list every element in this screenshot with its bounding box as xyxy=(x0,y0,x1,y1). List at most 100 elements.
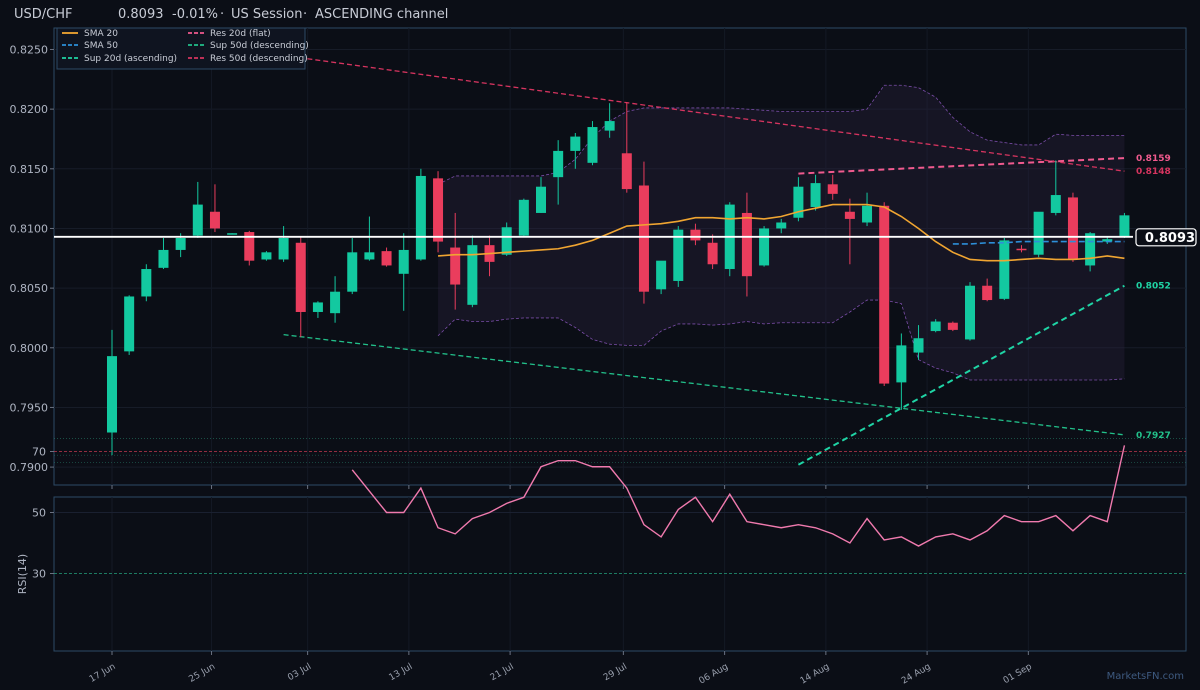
candle xyxy=(844,198,855,265)
x-tick-label: 29 Jul xyxy=(602,662,629,683)
candle-body xyxy=(862,205,873,223)
band-lower-line xyxy=(437,299,1125,381)
candle-body xyxy=(913,338,924,353)
candle-body xyxy=(192,204,203,236)
candle-body xyxy=(381,251,392,266)
candle xyxy=(312,301,323,318)
candle-body xyxy=(638,185,649,292)
legend-label: Sup 20d (ascending) xyxy=(84,54,177,64)
candle xyxy=(158,238,169,270)
candle xyxy=(570,133,581,169)
trendline-value-label: 0.8052 xyxy=(1136,282,1171,292)
watermark: MarketsFN.com xyxy=(1107,671,1184,682)
candle xyxy=(381,247,392,267)
candle xyxy=(810,174,821,211)
sma50-line xyxy=(952,240,1125,245)
candle xyxy=(107,329,117,456)
candle-body xyxy=(570,136,581,151)
session-text: US Session xyxy=(231,7,303,22)
current-price-label: 0.8093 xyxy=(1145,231,1195,246)
rsi-plot: 30 50 70 RSI(14) xyxy=(16,445,1186,594)
candle xyxy=(896,333,907,410)
candle xyxy=(467,235,478,308)
candle-body xyxy=(227,233,238,235)
sma20-line xyxy=(437,203,1125,262)
moving-averages xyxy=(437,203,1125,262)
candle-body xyxy=(690,229,701,241)
rsi-axis-label: RSI(14) xyxy=(16,554,29,594)
candle xyxy=(227,233,238,235)
candle xyxy=(913,325,924,360)
candle xyxy=(398,233,409,311)
price-panel xyxy=(53,27,1187,486)
candle-body xyxy=(261,252,272,260)
y-tick-label: 0.8000 xyxy=(10,342,49,355)
channel-text: ASCENDING channel xyxy=(315,7,448,22)
candle xyxy=(261,251,272,261)
x-tick-label: 14 Aug xyxy=(799,662,832,687)
price-text: 0.8093 xyxy=(118,7,164,22)
symbol-text: USD/CHF xyxy=(14,7,73,22)
candle-body xyxy=(433,178,444,242)
candle xyxy=(638,161,649,304)
candle xyxy=(862,192,873,227)
legend-item: SMA 50 xyxy=(62,41,118,51)
candle xyxy=(621,101,632,193)
candle-body xyxy=(295,242,306,312)
x-tick-label: 13 Jul xyxy=(388,662,415,683)
title-separator: · xyxy=(220,7,224,22)
candle-body xyxy=(896,345,907,383)
candle-body xyxy=(999,240,1010,299)
candle xyxy=(450,212,461,310)
candle-body xyxy=(1033,211,1044,255)
candle xyxy=(982,278,993,302)
candle xyxy=(501,222,512,256)
candle xyxy=(947,321,958,332)
level-labels: 0.8159 0.8148 0.8052 0.7927 xyxy=(1136,154,1171,441)
candle xyxy=(930,319,941,333)
trendline-value-label: 0.7927 xyxy=(1136,431,1171,441)
candle-body xyxy=(776,222,787,229)
title-separator: · xyxy=(303,7,307,22)
x-tick-label: 24 Aug xyxy=(900,662,933,687)
y-tick-label: 0.8200 xyxy=(10,103,49,116)
candle-body xyxy=(656,260,667,290)
candle-body xyxy=(501,227,512,255)
candle-body xyxy=(1067,197,1078,260)
rsi-y-tick-label: 50 xyxy=(32,507,46,520)
candle xyxy=(707,234,718,270)
candle-body xyxy=(1085,233,1096,266)
rsi-line xyxy=(351,445,1126,547)
y-tick-label: 0.7950 xyxy=(10,401,49,414)
candle-body xyxy=(398,249,409,274)
candle-body xyxy=(415,175,426,260)
candle-body xyxy=(518,199,529,236)
candle-body xyxy=(707,242,718,265)
candle xyxy=(879,202,890,386)
candle-body xyxy=(450,247,461,285)
candle xyxy=(690,223,701,246)
candle xyxy=(141,264,152,302)
candle-body xyxy=(107,356,117,433)
candle-body xyxy=(587,127,598,163)
candle xyxy=(965,282,975,341)
legend-label: Res 20d (flat) xyxy=(210,29,271,39)
price-y-axis: 0.7900 0.7950 0.8000 0.8050 0.8100 0.8150 0.82… xyxy=(10,43,54,474)
y-tick-label: 0.8250 xyxy=(10,43,49,56)
x-tick-label: 06 Aug xyxy=(697,662,730,687)
legend-item: SMA 20 xyxy=(62,29,118,39)
candle xyxy=(827,174,838,200)
candle xyxy=(433,171,444,253)
candle-body xyxy=(810,183,821,207)
y-tick-label: 0.8100 xyxy=(10,222,49,235)
candle-body xyxy=(621,153,632,190)
candle-body xyxy=(982,285,993,301)
legend-item: Sup 50d (descending) xyxy=(188,41,309,51)
legend-box xyxy=(56,27,306,70)
candle-body xyxy=(930,321,941,332)
x-tick-label: 17 Jun xyxy=(88,662,118,685)
trendline-res-50d-descending xyxy=(283,54,1125,172)
candle xyxy=(673,226,684,287)
candle-body xyxy=(244,232,255,261)
candle xyxy=(536,177,546,213)
